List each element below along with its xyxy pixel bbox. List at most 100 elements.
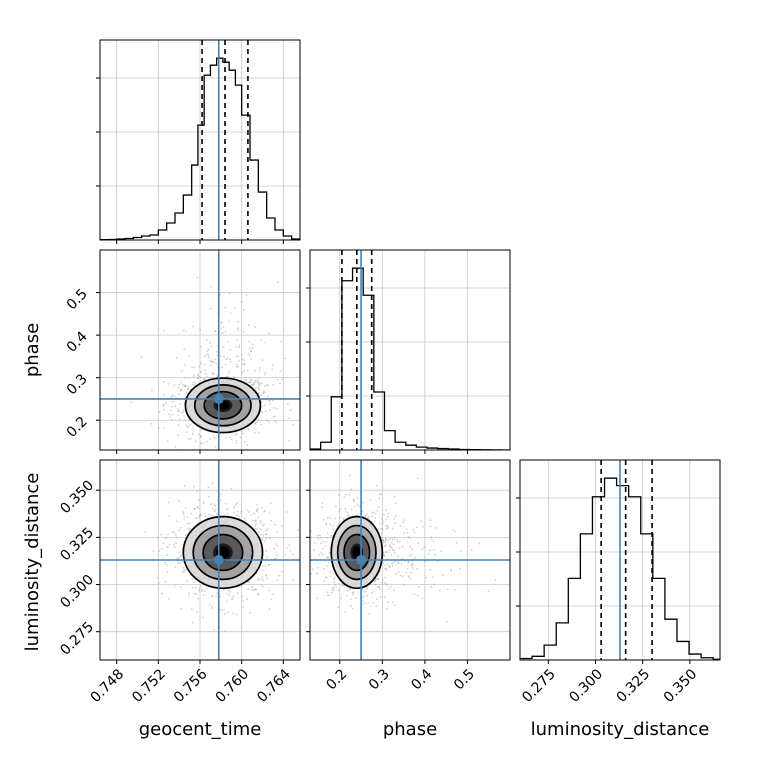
sample-point (344, 493, 347, 496)
sample-point (187, 527, 190, 530)
sample-point (401, 545, 404, 548)
sample-point (411, 564, 414, 566)
sample-point (199, 436, 202, 439)
sample-point (187, 386, 190, 388)
sample-point (222, 326, 225, 328)
tick-label-x-geocent_time: 0.752 (129, 666, 169, 706)
sample-point (200, 371, 202, 374)
sample-point (178, 410, 180, 412)
sample-point (321, 502, 324, 505)
sample-point (183, 348, 186, 351)
sample-point (187, 438, 190, 440)
sample-point (263, 404, 266, 407)
sample-point (257, 382, 260, 385)
sample-point (174, 533, 177, 536)
sample-point (243, 369, 246, 372)
sample-point (254, 379, 257, 382)
sample-point (291, 578, 294, 581)
sample-point (231, 598, 234, 601)
sample-point (163, 394, 165, 397)
sample-point (389, 538, 392, 540)
sample-point (221, 332, 224, 335)
sample-point (274, 415, 276, 418)
sample-point (235, 502, 238, 505)
sample-point (383, 554, 386, 557)
sample-point (173, 531, 176, 534)
sample-point (327, 516, 329, 519)
sample-point (337, 588, 340, 591)
sample-point (184, 384, 187, 387)
panel-frame (309, 249, 511, 451)
sample-point (274, 523, 277, 526)
sample-point (402, 575, 404, 578)
sample-point (349, 588, 352, 591)
sample-point (322, 540, 325, 543)
sample-point (393, 517, 395, 520)
sample-point (313, 549, 315, 551)
sample-point (252, 519, 254, 522)
sample-point (225, 375, 228, 378)
panel-frame (309, 459, 511, 661)
sample-point (232, 612, 235, 615)
sample-point (403, 532, 405, 535)
sample-point (399, 574, 402, 577)
sample-point (427, 552, 430, 555)
sample-point (243, 363, 246, 366)
sample-point (229, 348, 232, 351)
sample-point (211, 595, 214, 598)
sample-point (256, 528, 259, 531)
sample-point (183, 569, 185, 571)
sample-point (163, 329, 166, 332)
sample-point (225, 358, 228, 361)
sample-point (378, 522, 381, 525)
sample-point (311, 568, 314, 571)
sample-point (327, 556, 330, 559)
sample-point (353, 505, 356, 508)
sample-point (374, 512, 377, 515)
sample-point (201, 616, 204, 619)
sample-point (167, 413, 170, 416)
sample-point (179, 389, 182, 392)
sample-point (254, 326, 257, 328)
sample-point (384, 538, 387, 541)
sample-point (202, 502, 205, 505)
sample-point (271, 364, 274, 366)
sample-point (367, 517, 370, 520)
sample-point (385, 607, 388, 610)
tick-label-x-geocent_time: 0.748 (88, 666, 128, 706)
sample-point (478, 542, 481, 545)
sample-point (255, 588, 258, 591)
sample-point (383, 581, 386, 584)
sample-point (346, 589, 349, 592)
sample-point (274, 543, 277, 546)
sample-point (350, 598, 353, 601)
sample-point (281, 570, 283, 573)
sample-point (403, 519, 406, 522)
sample-point (396, 539, 398, 541)
sample-point (177, 408, 179, 411)
sample-point (445, 620, 448, 623)
sample-point (223, 608, 225, 611)
sample-point (272, 593, 275, 596)
sample-point (260, 394, 263, 397)
sample-point (188, 354, 190, 357)
sample-point (321, 506, 324, 509)
sample-point (348, 587, 351, 590)
sample-point (286, 403, 289, 406)
sample-point (254, 588, 256, 591)
sample-point (204, 515, 207, 518)
contour-line-level-1 (193, 384, 252, 427)
sample-point (196, 517, 199, 519)
sample-point (175, 542, 177, 545)
sample-point (170, 405, 173, 408)
sample-point (227, 611, 230, 614)
axis-label-y-phase: phase (22, 323, 43, 377)
sample-point (164, 537, 167, 540)
sample-point (236, 355, 238, 358)
sample-point (213, 510, 216, 513)
sample-point (242, 432, 244, 435)
sample-point (433, 583, 436, 586)
sample-point (366, 594, 369, 597)
sample-point (338, 510, 340, 513)
sample-point (162, 427, 165, 430)
